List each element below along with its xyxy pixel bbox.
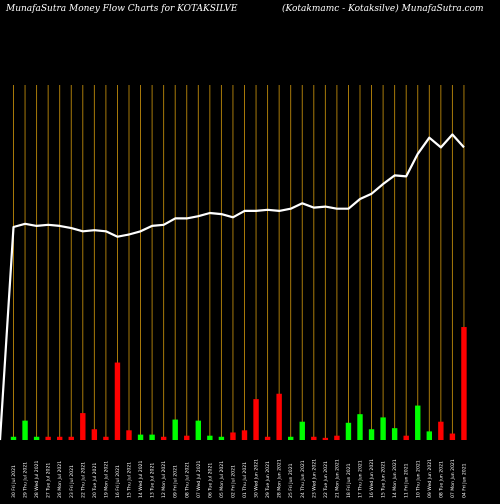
money-flow-bar <box>184 435 190 440</box>
x-tick-label: 04 Fri Jun 2021 <box>461 463 467 498</box>
x-tick-label: 29 Thu Jul 2021 <box>23 462 29 498</box>
x-tick-label: 17 Thu Jun 2021 <box>358 460 364 498</box>
x-tick-label: 14 Wed Jul 2021 <box>138 460 144 498</box>
money-flow-bar <box>160 436 167 440</box>
money-flow-bar <box>80 413 86 440</box>
x-tick-label: 30 Fri Jul 2021 <box>11 465 17 498</box>
x-tick-label: 23 Fri Jul 2021 <box>69 465 75 498</box>
x-tick-label: 15 Tue Jun 2021 <box>381 461 387 498</box>
x-tick-label: 29 Tue Jun 2021 <box>265 461 271 498</box>
money-flow-bar <box>103 436 109 440</box>
money-flow-bar <box>218 436 225 440</box>
money-flow-bar <box>276 393 282 440</box>
x-tick-label: 12 Mon Jul 2021 <box>161 461 167 498</box>
x-tick-label: 14 Mon Jun 2021 <box>392 459 398 498</box>
money-flow-bar <box>241 430 248 440</box>
x-tick-label: 01 Thu Jul 2021 <box>242 462 248 498</box>
money-flow-bar <box>114 362 121 440</box>
money-flow-bar <box>57 436 63 440</box>
chart-title: MunafaSutra Money Flow Charts for KOTAKS… <box>6 4 238 14</box>
money-flow-bar <box>426 431 432 440</box>
x-tick-label: 22 Thu Jul 2021 <box>80 462 86 498</box>
x-tick-label: 15 Thu Jul 2021 <box>127 462 133 498</box>
x-tick-label: 06 Tue Jul 2021 <box>207 463 213 498</box>
money-flow-bar <box>45 436 51 440</box>
money-flow-bar <box>334 435 340 440</box>
x-tick-label: 08 Tue Jun 2021 <box>438 461 444 498</box>
money-flow-bar <box>438 421 444 440</box>
money-flow-bar <box>415 405 421 440</box>
x-tick-label: 24 Thu Jun 2021 <box>300 460 306 498</box>
money-flow-bar <box>137 434 144 440</box>
x-tick-label: 28 Wed Jul 2021 <box>34 460 40 498</box>
x-tick-label: 13 Tue Jul 2021 <box>150 463 156 498</box>
x-tick-label: 09 Wed Jun 2021 <box>427 459 433 498</box>
x-tick-label: 20 Tue Jul 2021 <box>92 463 98 498</box>
x-tick-label: 16 Wed Jun 2021 <box>369 459 375 498</box>
x-tick-label: 02 Fri Jul 2021 <box>230 465 236 498</box>
x-tick-label: 25 Fri Jun 2021 <box>288 463 294 498</box>
money-flow-bar <box>195 420 201 440</box>
x-tick-label: 09 Fri Jul 2021 <box>173 465 179 498</box>
x-tick-label: 22 Tue Jun 2021 <box>323 461 329 498</box>
x-tick-label: 27 Tue Jul 2021 <box>46 463 52 498</box>
money-flow-bar <box>230 432 236 440</box>
money-flow-bar <box>311 436 317 440</box>
x-tick-label: 18 Fri Jun 2021 <box>346 463 352 498</box>
x-tick-label: 28 Mon Jun 2021 <box>277 459 283 498</box>
x-tick-label: 23 Wed Jun 2021 <box>311 459 317 498</box>
money-flow-bar <box>391 428 398 440</box>
money-flow-bar <box>357 414 363 440</box>
x-tick-label: 16 Fri Jul 2021 <box>115 465 121 498</box>
money-flow-bar <box>461 327 467 440</box>
money-flow-bar <box>10 436 17 440</box>
money-flow-bar <box>380 417 386 440</box>
money-flow-bar <box>22 420 28 440</box>
x-tick-label: 21 Mon Jun 2021 <box>334 459 340 498</box>
money-flow-bar <box>126 430 132 440</box>
money-flow-bar <box>288 436 294 440</box>
x-tick-label: 08 Thu Jul 2021 <box>184 462 190 498</box>
money-flow-bar <box>253 399 259 440</box>
x-tick-label: 11 Fri Jun 2021 <box>404 463 410 498</box>
x-tick-label: 26 Mon Jul 2021 <box>57 461 63 498</box>
money-flow-bar <box>207 435 213 440</box>
money-flow-bar <box>68 436 74 440</box>
money-flow-bar <box>449 433 456 440</box>
money-flow-bar <box>33 436 40 440</box>
x-tick-label: 19 Mon Jul 2021 <box>103 461 109 498</box>
money-flow-bar <box>172 419 178 440</box>
money-flow-bar <box>91 429 98 440</box>
money-flow-bar <box>345 422 352 440</box>
money-flow-bar <box>403 435 409 440</box>
chart-subtitle: (Kotakmamc - Kotaksilve) MunafaSutra.com <box>282 4 484 14</box>
money-flow-bar <box>368 429 375 440</box>
x-tick-label: 10 Thu Jun 2021 <box>415 460 421 498</box>
x-tick-label: 07 Wed Jul 2021 <box>196 460 202 498</box>
money-flow-bar <box>264 436 271 440</box>
price-line <box>0 133 465 441</box>
x-tick-label: 30 Wed Jun 2021 <box>254 459 260 498</box>
money-flow-bar <box>149 434 155 440</box>
x-tick-label: 07 Mon Jun 2021 <box>450 459 456 498</box>
money-flow-bar <box>322 437 329 440</box>
x-tick-label: 05 Mon Jul 2021 <box>219 461 225 498</box>
money-flow-bar <box>299 421 305 440</box>
